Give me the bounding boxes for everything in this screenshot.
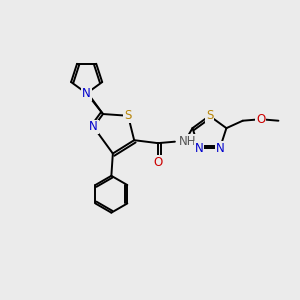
Text: S: S: [206, 109, 213, 122]
Text: N: N: [195, 142, 203, 154]
Text: O: O: [256, 113, 265, 126]
Text: N: N: [82, 87, 91, 100]
Text: S: S: [124, 109, 132, 122]
Text: O: O: [153, 156, 163, 169]
Text: NH: NH: [179, 135, 197, 148]
Text: N: N: [216, 142, 224, 154]
Text: N: N: [89, 121, 98, 134]
